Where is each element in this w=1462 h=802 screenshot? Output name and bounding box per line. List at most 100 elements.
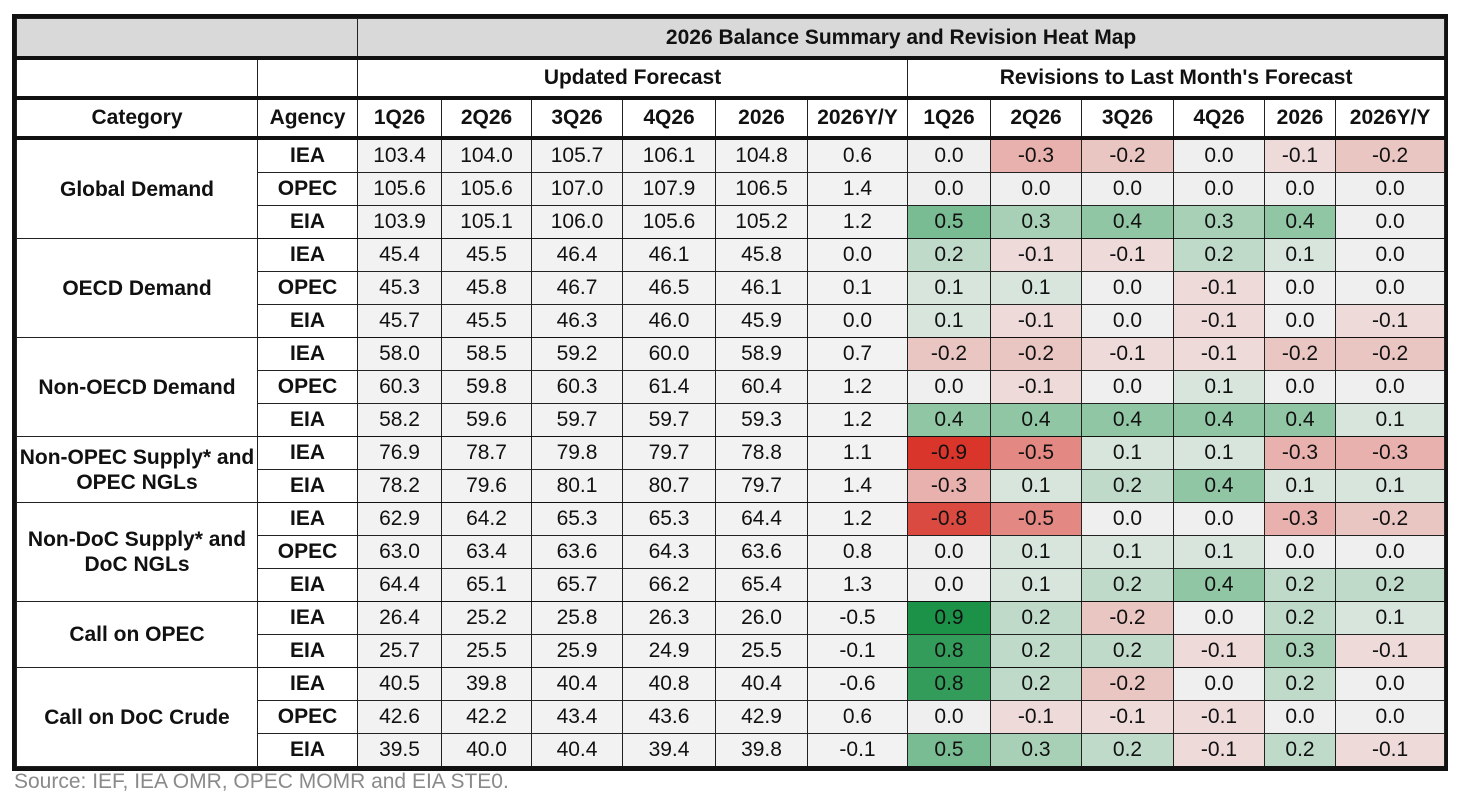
revision-heat-cell: 0.5 — [907, 205, 991, 239]
revision-heat-cell: -0.1 — [1173, 337, 1265, 371]
forecast-value-cell: 78.8 — [715, 436, 808, 470]
revision-heat-cell: 0.1 — [1264, 238, 1336, 272]
forecast-value-cell: 65.1 — [441, 568, 532, 602]
revision-heat-cell: 0.2 — [1264, 733, 1336, 767]
forecast-value-cell: 78.2 — [357, 469, 442, 503]
forecast-value-cell: 65.7 — [531, 568, 623, 602]
forecast-value-cell: 45.4 — [357, 238, 442, 272]
forecast-value-cell: 24.9 — [622, 634, 716, 668]
revision-column-header: 3Q26 — [1081, 97, 1174, 140]
forecast-value-cell: 65.3 — [531, 502, 623, 536]
table-row: EIA 78.2 79.6 80.1 80.7 79.7 1.4 -0.3 0.1 0.2 0.4 0… — [17, 469, 1446, 503]
forecast-value-cell: 1.4 — [807, 172, 908, 206]
table-row: Global Demand IEA 103.4 104.0 105.7 106.1 104.… — [16, 137, 1446, 239]
forecast-value-cell: 46.3 — [531, 304, 623, 338]
revision-heat-cell: 0.0 — [1173, 667, 1265, 701]
forecast-value-cell: 25.9 — [531, 634, 623, 668]
forecast-value-cell: 0.1 — [807, 271, 908, 305]
revision-heat-cell: 0.1 — [990, 469, 1082, 503]
table-row: Non-OECD Demand IEA 58.0 58.5 59.2 60.0 58.9 0.… — [16, 337, 1446, 437]
forecast-value-cell: 40.4 — [531, 733, 623, 767]
table-row: EIA 45.7 45.5 46.3 46.0 45.9 0.0 0.1 -0.1 0.0 -0.1… — [17, 304, 1446, 338]
forecast-value-cell: 45.5 — [441, 304, 532, 338]
revision-heat-cell: 0.8 — [907, 634, 991, 668]
forecast-value-cell: 46.5 — [622, 271, 716, 305]
forecast-value-cell: 43.6 — [622, 700, 716, 734]
table-row: EIA 25.7 25.5 25.9 24.9 25.5 -0.1 0.8 0.2 0.2 -0.1… — [17, 634, 1446, 668]
blank-cell — [257, 57, 358, 100]
revision-heat-cell: 0.1 — [1334, 469, 1446, 503]
revision-heat-cell: 0.0 — [1264, 271, 1336, 305]
forecast-value-cell: 79.7 — [622, 436, 716, 470]
agency-header: Agency — [257, 97, 358, 140]
table-row: OPEC 105.6 105.6 107.0 107.9 106.5 1.4 0.0 0.0 0.… — [17, 172, 1446, 206]
revision-heat-cell: 0.0 — [1081, 172, 1174, 206]
forecast-value-cell: 63.0 — [357, 535, 442, 569]
category-label: OECD Demand — [16, 238, 258, 338]
forecast-value-cell: 106.5 — [715, 172, 808, 206]
agency-label: EIA — [257, 205, 358, 239]
forecast-value-cell: 46.1 — [622, 238, 716, 272]
table-row: Non-OPEC Supply* and OPEC NGLs IEA 76.9 78.… — [16, 436, 1446, 503]
revision-heat-cell: -0.1 — [1334, 634, 1446, 668]
revision-heat-cell: 0.0 — [907, 370, 991, 404]
forecast-column-header: 1Q26 — [357, 97, 442, 140]
forecast-value-cell: 66.2 — [622, 568, 716, 602]
forecast-value-cell: 45.8 — [441, 271, 532, 305]
forecast-value-cell: 39.5 — [357, 733, 442, 767]
revision-heat-cell: 0.1 — [990, 568, 1082, 602]
category-label: Call on DoC Crude — [16, 667, 258, 767]
forecast-value-cell: -0.6 — [807, 667, 908, 701]
revision-heat-cell: 0.0 — [1334, 271, 1446, 305]
forecast-value-cell: 43.4 — [531, 700, 623, 734]
revision-heat-cell: 0.2 — [1264, 667, 1336, 701]
revision-heat-cell: -0.5 — [990, 502, 1082, 536]
revision-heat-cell: 0.2 — [1173, 238, 1265, 272]
table-row: OECD Demand IEA 45.4 45.5 46.4 46.1 45.8 0.0 0.2… — [16, 238, 1446, 338]
revision-heat-cell: 0.3 — [990, 733, 1082, 767]
forecast-value-cell: 45.3 — [357, 271, 442, 305]
forecast-value-cell: 1.1 — [807, 436, 908, 470]
forecast-value-cell: 46.0 — [622, 304, 716, 338]
revision-heat-cell: 0.0 — [1264, 700, 1336, 734]
forecast-value-cell: 60.4 — [715, 370, 808, 404]
revision-heat-cell: -0.2 — [1334, 502, 1446, 536]
revision-heat-cell: -0.2 — [907, 337, 991, 371]
forecast-column-header: 2026 — [715, 97, 808, 140]
revision-heat-cell: 0.0 — [1264, 370, 1336, 404]
forecast-value-cell: 104.0 — [441, 137, 532, 173]
forecast-value-cell: 1.2 — [807, 370, 908, 404]
revision-heat-cell: -0.5 — [990, 436, 1082, 470]
revision-heat-cell: 0.0 — [1264, 172, 1336, 206]
revision-heat-cell: -0.1 — [1334, 733, 1446, 767]
table-row: EIA 58.2 59.6 59.7 59.7 59.3 1.2 0.4 0.4 0.4 0.4 0.… — [17, 403, 1446, 437]
revision-heat-cell: 0.8 — [907, 667, 991, 701]
forecast-value-cell: 106.0 — [531, 205, 623, 239]
revision-heat-cell: 0.0 — [1264, 535, 1336, 569]
revision-heat-cell: 0.0 — [907, 568, 991, 602]
revision-heat-cell: 0.1 — [1334, 403, 1446, 437]
table-row: Non-DoC Supply* and DoC NGLs IEA 62.9 64.2 6… — [16, 502, 1446, 602]
revision-heat-cell: -0.1 — [1173, 271, 1265, 305]
forecast-value-cell: 64.3 — [622, 535, 716, 569]
forecast-value-cell: 1.3 — [807, 568, 908, 602]
revision-heat-cell: 0.0 — [1334, 667, 1446, 701]
revision-heat-cell: 0.0 — [907, 137, 991, 173]
revision-heat-cell: 0.1 — [1334, 601, 1446, 635]
revision-heat-cell: -0.9 — [907, 436, 991, 470]
revision-heat-cell: 0.2 — [990, 601, 1082, 635]
revision-heat-cell: -0.1 — [1081, 337, 1174, 371]
revision-heat-cell: 0.0 — [1173, 502, 1265, 536]
forecast-value-cell: 25.7 — [357, 634, 442, 668]
table-row: EIA 39.5 40.0 40.4 39.4 39.8 -0.1 0.5 0.3 0.2 -0.1… — [17, 733, 1446, 767]
forecast-value-cell: 1.4 — [807, 469, 908, 503]
revision-heat-cell: 0.1 — [1173, 436, 1265, 470]
table-row: EIA 64.4 65.1 65.7 66.2 65.4 1.3 0.0 0.1 0.2 0.4 0.… — [17, 568, 1446, 602]
forecast-value-cell: 79.8 — [531, 436, 623, 470]
forecast-value-cell: 26.4 — [357, 601, 442, 635]
forecast-value-cell: 76.9 — [357, 436, 442, 470]
revision-heat-cell: 0.0 — [1264, 304, 1336, 338]
blank-cell — [16, 57, 258, 100]
revision-heat-cell: -0.1 — [1264, 137, 1336, 173]
agency-label: OPEC — [257, 700, 358, 734]
